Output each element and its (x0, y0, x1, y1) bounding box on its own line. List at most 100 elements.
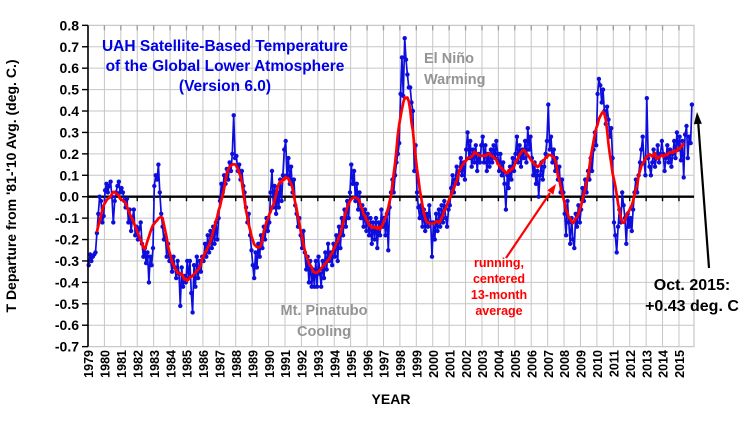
data-point (128, 228, 134, 234)
data-point (429, 254, 435, 259)
data-point (443, 215, 448, 221)
data-point (672, 138, 677, 144)
data-point (189, 290, 194, 296)
data-point (120, 190, 126, 195)
data-point (403, 57, 409, 62)
x-tick-label: 2003 (476, 350, 490, 378)
data-point (340, 233, 346, 238)
data-point (402, 36, 407, 41)
data-point (513, 151, 518, 157)
data-point (681, 175, 686, 180)
x-tick-label: 2011 (607, 350, 621, 377)
data-point (613, 233, 618, 238)
data-point (205, 233, 210, 238)
data-point (154, 177, 160, 182)
data-point (662, 168, 667, 174)
data-point (96, 211, 101, 216)
data-point (542, 164, 547, 169)
x-tick-label: 1994 (328, 350, 342, 378)
data-point (644, 96, 649, 101)
data-point (562, 211, 567, 216)
y-tick-label: 0.7 (60, 39, 80, 55)
x-tick-label: 1984 (164, 350, 178, 378)
x-tick-label: 1987 (214, 350, 228, 378)
data-point (568, 241, 573, 246)
data-point (468, 138, 473, 144)
chart-title-line1: UAH Satellite-Based Temperature (102, 38, 348, 55)
data-point (405, 72, 410, 77)
data-point (598, 83, 603, 88)
x-tick-label: 1981 (115, 350, 129, 378)
data-point (509, 177, 514, 182)
data-point (498, 151, 503, 157)
data-point (164, 254, 169, 259)
y-tick-label: -0.2 (55, 232, 79, 248)
data-point (639, 147, 644, 152)
data-point (366, 233, 372, 238)
y-tick-label: 0.3 (60, 124, 80, 140)
x-tick-label: 2006 (525, 350, 539, 378)
data-point (410, 108, 416, 114)
data-point (517, 143, 522, 148)
data-point (369, 241, 374, 246)
y-tick-label: -0.3 (55, 253, 79, 269)
data-point (386, 248, 391, 253)
data-point (475, 168, 480, 174)
data-point (547, 147, 552, 152)
data-point (565, 198, 570, 204)
data-point (351, 168, 357, 174)
x-tick-label: 2005 (509, 350, 523, 378)
data-point (354, 181, 359, 186)
el-nino-label-line1: El Niño (424, 51, 474, 67)
data-point (480, 134, 485, 139)
data-point (551, 147, 556, 152)
data-point (469, 164, 474, 169)
data-point (219, 181, 224, 186)
data-point (227, 160, 232, 165)
data-point (228, 168, 234, 174)
data-point (614, 250, 619, 255)
data-point (111, 220, 116, 225)
data-point (491, 143, 496, 148)
y-tick-label: 0.1 (60, 167, 80, 183)
data-point (145, 250, 150, 255)
data-point (647, 164, 652, 169)
data-point (687, 134, 692, 139)
data-point (306, 280, 312, 285)
data-point (620, 190, 625, 195)
data-point (677, 134, 682, 139)
data-point (268, 190, 273, 195)
data-point (286, 155, 291, 161)
x-tick-label: 1997 (378, 350, 392, 378)
x-tick-label: 1996 (361, 350, 375, 378)
data-point (252, 275, 257, 281)
data-point (673, 155, 678, 161)
pinatubo-label-line2: Cooling (297, 324, 351, 340)
data-point (510, 155, 515, 161)
data-point (157, 190, 162, 195)
x-tick-label: 1992 (296, 350, 310, 378)
data-point (253, 250, 258, 255)
data-point (433, 211, 439, 216)
data-point (126, 220, 131, 225)
data-point (267, 220, 272, 225)
data-point (116, 179, 122, 184)
data-point (347, 190, 353, 195)
data-point (372, 237, 377, 242)
data-point (655, 143, 660, 148)
data-point (656, 160, 662, 165)
data-point (138, 220, 143, 225)
data-point (680, 138, 685, 144)
data-point (156, 162, 161, 167)
x-axis-title: YEAR (372, 391, 411, 407)
data-point (674, 130, 680, 135)
data-point (536, 194, 541, 199)
data-point (208, 228, 213, 234)
data-point (666, 160, 671, 165)
data-point (432, 237, 437, 242)
data-point (427, 203, 432, 208)
data-point (574, 224, 580, 229)
data-point (143, 260, 149, 266)
data-point (105, 190, 111, 195)
